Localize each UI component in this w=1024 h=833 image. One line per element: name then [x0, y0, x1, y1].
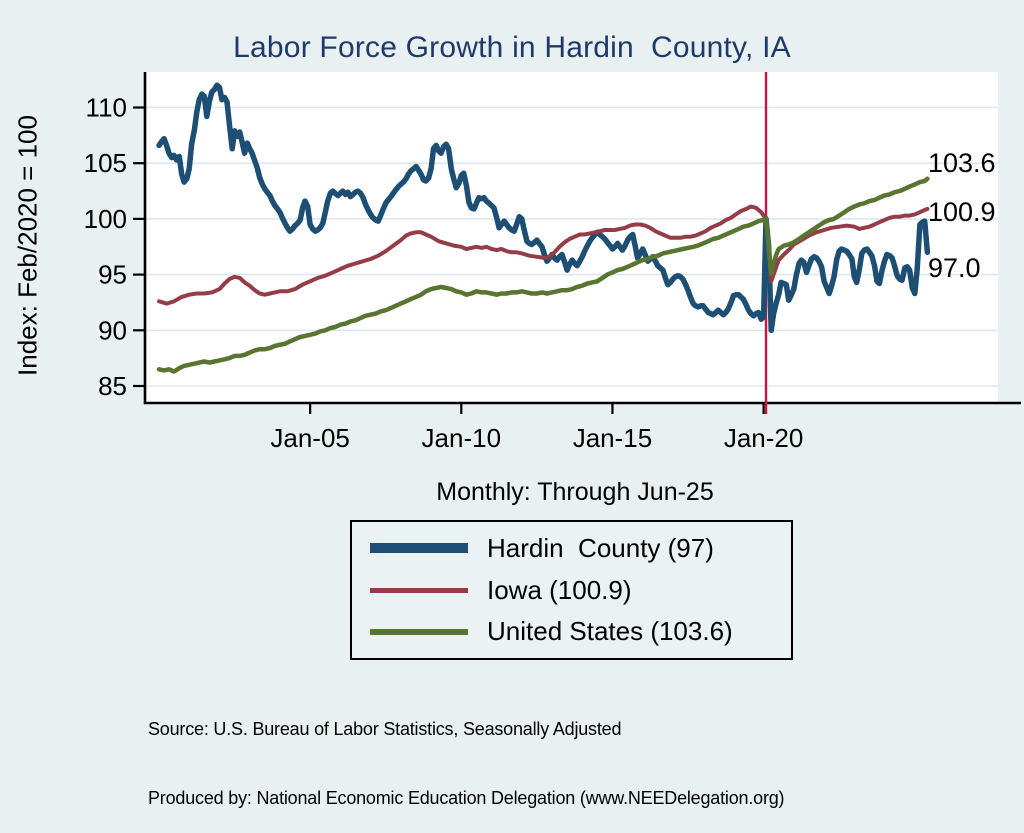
united-states-line-swatch [370, 628, 468, 635]
legend: Hardin County (97) Iowa (100.9) United S… [350, 520, 793, 660]
hardin-county-line-swatch [370, 543, 468, 554]
source-note: Source: U.S. Bureau of Labor Statistics,… [148, 672, 785, 833]
y-tick-label: 85 [98, 371, 127, 401]
y-tick-label: 110 [86, 93, 127, 123]
end-value-label-hardin: 97.0 [928, 253, 981, 283]
legend-label-hardin-county: Hardin County (97) [487, 532, 714, 563]
y-tick-label: 100 [84, 204, 127, 234]
x-tick-label: Jan-20 [724, 423, 804, 453]
plot-area: 85 90 95 100 105 110 Jan-05 Jan-10 Jan-15 Jan-20 [84, 72, 1021, 453]
y-tick-label: 90 [98, 315, 127, 345]
legend-label-united-states: United States (103.6) [487, 616, 733, 647]
series-line-hardin-county [156, 82, 931, 334]
legend-item-iowa: Iowa (100.9) [352, 575, 791, 606]
x-tick-label: Jan-05 [270, 423, 350, 453]
y-tick-label: 105 [84, 148, 127, 178]
legend-label-iowa: Iowa (100.9) [487, 574, 632, 605]
x-axis-title: Monthly: Through Jun-25 [436, 478, 714, 506]
iowa-line-swatch [370, 587, 468, 593]
source-line: Source: U.S. Bureau of Labor Statistics,… [148, 719, 622, 739]
end-value-label-iowa: 100.9 [928, 197, 996, 227]
y-axis-title: Index: Feb/2020 = 100 [12, 115, 43, 376]
produced-by-line: Produced by: National Economic Education… [148, 788, 785, 808]
y-tick-label: 95 [98, 260, 127, 290]
end-value-label-united-states: 103.6 [928, 148, 996, 178]
x-tick-label: Jan-15 [573, 423, 653, 453]
legend-item-united-states: United States (103.6) [352, 616, 791, 647]
chart-title: Labor Force Growth in Hardin County, IA [233, 31, 791, 64]
series-line-united-states [156, 176, 930, 374]
x-tick-label: Jan-10 [422, 423, 502, 453]
legend-item-hardin-county: Hardin County (97) [352, 533, 791, 564]
